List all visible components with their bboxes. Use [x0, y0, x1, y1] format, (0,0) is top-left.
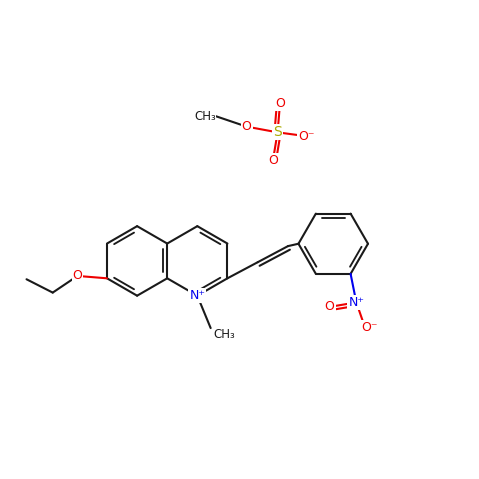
Text: N⁺: N⁺ [189, 289, 205, 302]
Text: O: O [275, 97, 285, 110]
Text: CH₃: CH₃ [213, 328, 235, 341]
Text: O⁻: O⁻ [298, 130, 314, 143]
Text: O: O [242, 120, 251, 133]
Text: CH₃: CH₃ [194, 110, 216, 123]
Text: N⁺: N⁺ [348, 296, 365, 309]
Text: O: O [268, 154, 278, 168]
Text: O⁻: O⁻ [361, 320, 378, 334]
Text: S: S [273, 125, 282, 139]
Text: O: O [72, 269, 82, 283]
Text: O: O [325, 300, 335, 313]
